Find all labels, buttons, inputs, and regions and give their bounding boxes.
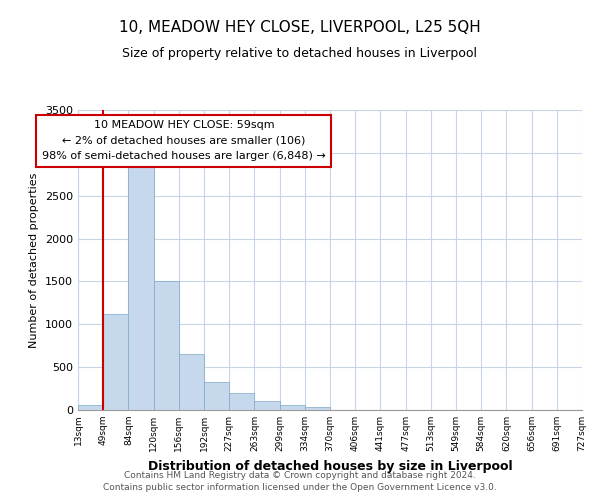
Bar bbox=[78, 406, 103, 410]
Bar bbox=[154, 280, 179, 410]
Bar bbox=[280, 406, 305, 410]
Bar bbox=[179, 354, 204, 410]
Y-axis label: Number of detached properties: Number of detached properties bbox=[29, 172, 40, 348]
Bar bbox=[229, 393, 254, 410]
Bar bbox=[305, 408, 330, 410]
Bar bbox=[103, 314, 128, 410]
Bar bbox=[254, 402, 280, 410]
Text: Contains public sector information licensed under the Open Government Licence v3: Contains public sector information licen… bbox=[103, 484, 497, 492]
X-axis label: Distribution of detached houses by size in Liverpool: Distribution of detached houses by size … bbox=[148, 460, 512, 472]
Bar bbox=[204, 382, 229, 410]
Text: Contains HM Land Registry data © Crown copyright and database right 2024.: Contains HM Land Registry data © Crown c… bbox=[124, 471, 476, 480]
Text: 10 MEADOW HEY CLOSE: 59sqm
← 2% of detached houses are smaller (106)
98% of semi: 10 MEADOW HEY CLOSE: 59sqm ← 2% of detac… bbox=[42, 120, 326, 162]
Text: 10, MEADOW HEY CLOSE, LIVERPOOL, L25 5QH: 10, MEADOW HEY CLOSE, LIVERPOOL, L25 5QH bbox=[119, 20, 481, 35]
Text: Size of property relative to detached houses in Liverpool: Size of property relative to detached ho… bbox=[122, 48, 478, 60]
Bar bbox=[128, 159, 154, 410]
